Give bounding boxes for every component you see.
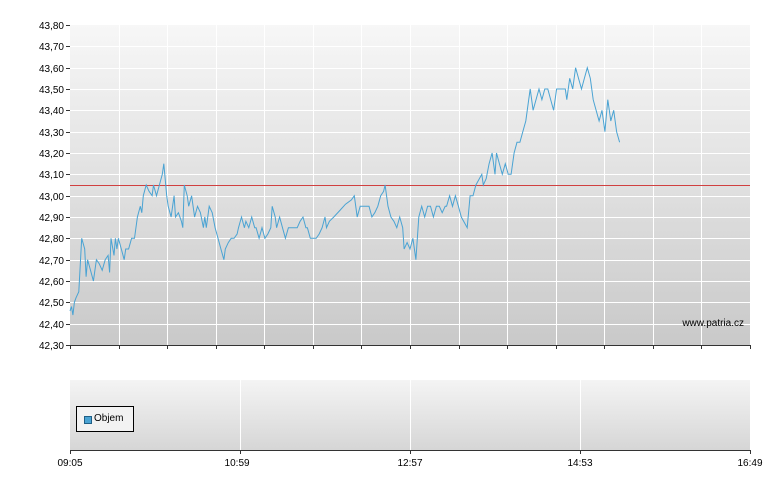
x-tick-label: 09:05 <box>57 458 82 469</box>
y-tick-label: 42,50 <box>39 298 64 309</box>
y-tick-label: 42,80 <box>39 234 64 245</box>
watermark-text: www.patria.cz <box>681 318 744 329</box>
y-tick-label: 43,40 <box>39 106 64 117</box>
y-tick-label: 43,60 <box>39 64 64 75</box>
x-tick-label: 14:53 <box>567 458 592 469</box>
y-tick-label: 42,70 <box>39 256 64 267</box>
y-tick-label: 42,40 <box>39 320 64 331</box>
x-tick-label: 16:49 <box>737 458 762 469</box>
y-tick-label: 42,90 <box>39 213 64 224</box>
y-tick-label: 43,80 <box>39 21 64 32</box>
x-axis-labels: 09:05 10:59 12:57 14:53 16:49 <box>57 458 762 469</box>
legend: Objem <box>76 406 134 432</box>
y-tick-label: 43,00 <box>39 192 64 203</box>
y-tick-label: 42,30 <box>39 341 64 352</box>
y-axis: 42,30 42,40 42,50 42,60 42,70 42,80 42,90 43,00… <box>39 21 70 352</box>
x-axis-ticks <box>70 345 751 349</box>
legend-label-objem: Objem <box>94 413 124 424</box>
x-tick-label: 10:59 <box>225 458 250 469</box>
y-tick-label: 43,30 <box>39 128 64 139</box>
price-series-line <box>69 65 621 316</box>
y-tick-label: 43,70 <box>39 42 64 53</box>
y-tick-label: 43,10 <box>39 170 64 181</box>
y-tick-label: 43,50 <box>39 85 64 96</box>
x-tick-label: 12:57 <box>397 458 422 469</box>
y-tick-label: 43,20 <box>39 149 64 160</box>
legend-swatch <box>84 416 92 424</box>
y-tick-label: 42,60 <box>39 277 64 288</box>
